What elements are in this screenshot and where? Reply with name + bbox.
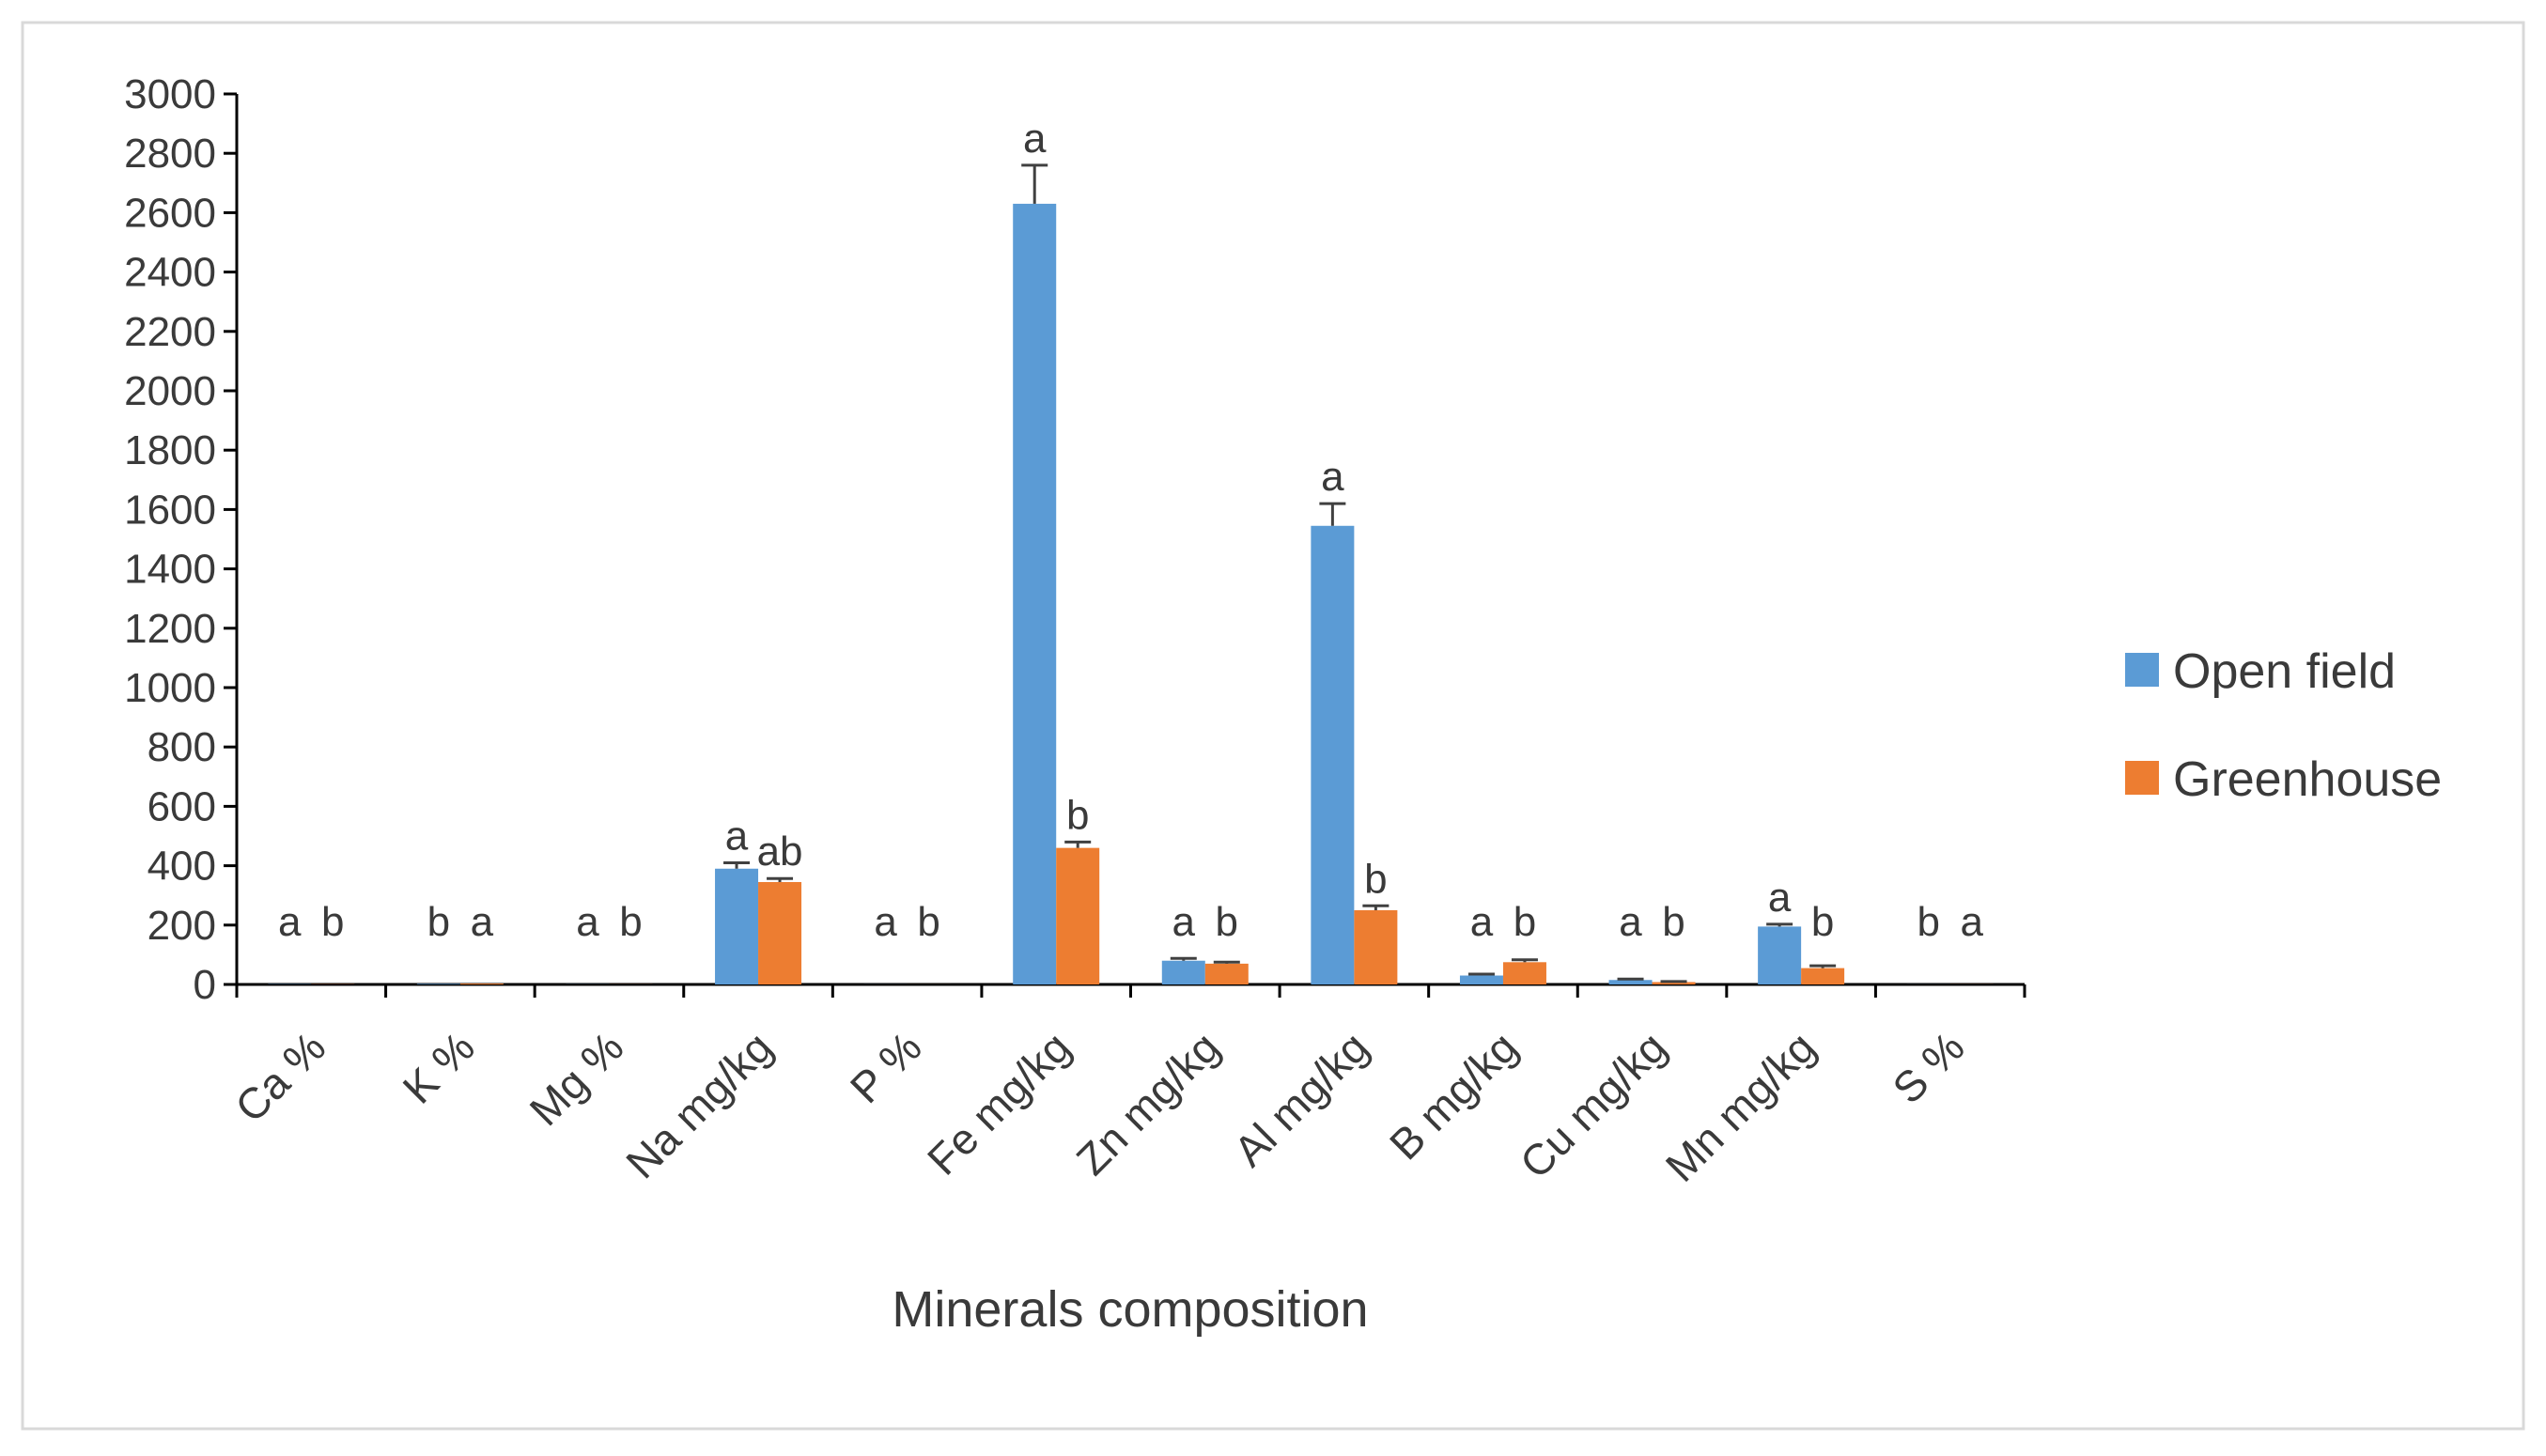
bar-open-field bbox=[715, 869, 758, 984]
significance-letter: b bbox=[1662, 899, 1684, 945]
significance-letter: a bbox=[576, 899, 599, 945]
significance-letter: b bbox=[1514, 899, 1536, 945]
y-tick-label: 3000 bbox=[124, 71, 216, 117]
y-tick-label: 1200 bbox=[124, 606, 216, 652]
bar-greenhouse bbox=[1205, 964, 1249, 984]
y-tick-label: 2600 bbox=[124, 190, 216, 236]
y-tick-label: 1400 bbox=[124, 547, 216, 593]
bar-greenhouse bbox=[1801, 968, 1844, 984]
y-tick-label: 1800 bbox=[124, 427, 216, 473]
significance-letter: b bbox=[619, 899, 642, 945]
significance-letter: a bbox=[278, 899, 302, 945]
significance-letter: a bbox=[1321, 454, 1344, 500]
y-tick-label: 2400 bbox=[124, 250, 216, 296]
significance-letter: a bbox=[1470, 899, 1494, 945]
x-axis-title: Minerals composition bbox=[892, 1281, 1368, 1338]
y-tick-label: 1600 bbox=[124, 487, 216, 533]
y-tick-label: 2000 bbox=[124, 368, 216, 414]
significance-letter: b bbox=[1216, 899, 1238, 945]
significance-letter: ab bbox=[757, 829, 803, 875]
bar-open-field bbox=[1609, 980, 1653, 984]
y-tick-label: 800 bbox=[147, 724, 216, 770]
y-tick-label: 400 bbox=[147, 844, 216, 890]
bar-open-field bbox=[1013, 204, 1056, 984]
legend-swatch-greenhouse bbox=[2125, 761, 2159, 795]
bar-greenhouse bbox=[758, 882, 801, 984]
bar-greenhouse bbox=[1503, 962, 1546, 984]
y-tick-label: 600 bbox=[147, 783, 216, 829]
bar-open-field bbox=[1162, 961, 1205, 984]
significance-letter: b bbox=[1066, 792, 1089, 838]
significance-letter: a bbox=[471, 899, 494, 945]
y-tick-label: 2200 bbox=[124, 309, 216, 355]
legend-label: Greenhouse bbox=[2173, 752, 2442, 807]
legend-label: Open field bbox=[2173, 644, 2396, 699]
bar-open-field bbox=[1311, 526, 1354, 984]
significance-letter: b bbox=[1811, 899, 1834, 945]
significance-letter: a bbox=[1619, 899, 1642, 945]
bar-open-field bbox=[1460, 976, 1503, 984]
bar-open-field bbox=[1758, 926, 1801, 984]
significance-letter: b bbox=[917, 899, 939, 945]
significance-letter: b bbox=[1364, 856, 1387, 902]
significance-letter: a bbox=[1172, 899, 1196, 945]
y-tick-label: 0 bbox=[194, 962, 216, 1008]
legend-swatch-open-field bbox=[2125, 653, 2159, 687]
significance-letter: a bbox=[1023, 116, 1047, 162]
y-tick-label: 2800 bbox=[124, 131, 216, 177]
y-tick-label: 1000 bbox=[124, 665, 216, 711]
significance-letter: b bbox=[427, 899, 450, 945]
significance-letter: a bbox=[725, 813, 749, 859]
significance-letter: a bbox=[874, 899, 897, 945]
chart-frame bbox=[23, 23, 2523, 1429]
significance-letter: a bbox=[1768, 875, 1792, 921]
significance-letter: a bbox=[1960, 899, 1983, 945]
significance-letter: b bbox=[321, 899, 344, 945]
bar-greenhouse bbox=[1354, 910, 1397, 984]
y-tick-label: 200 bbox=[147, 903, 216, 949]
bar-greenhouse bbox=[1056, 848, 1099, 984]
significance-letter: b bbox=[1917, 899, 1939, 945]
